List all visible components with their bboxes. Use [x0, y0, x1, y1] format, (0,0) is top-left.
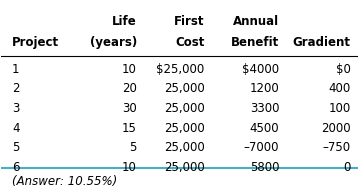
Text: 400: 400 — [328, 83, 350, 96]
Text: 2000: 2000 — [321, 122, 350, 135]
Text: $25,000: $25,000 — [156, 63, 204, 76]
Text: Project: Project — [12, 36, 59, 49]
Text: 3300: 3300 — [250, 102, 279, 115]
Text: 25,000: 25,000 — [164, 141, 204, 154]
Text: Annual: Annual — [233, 15, 279, 28]
Text: 100: 100 — [328, 102, 350, 115]
Text: –750: –750 — [322, 141, 350, 154]
Text: Life: Life — [112, 15, 137, 28]
Text: 15: 15 — [122, 122, 137, 135]
Text: 5800: 5800 — [250, 161, 279, 174]
Text: First: First — [174, 15, 204, 28]
Text: 25,000: 25,000 — [164, 102, 204, 115]
Text: $4000: $4000 — [242, 63, 279, 76]
Text: 25,000: 25,000 — [164, 161, 204, 174]
Text: 5: 5 — [129, 141, 137, 154]
Text: 4: 4 — [12, 122, 20, 135]
Text: 20: 20 — [122, 83, 137, 96]
Text: (Answer: 10.55%): (Answer: 10.55%) — [12, 175, 117, 188]
Text: 6: 6 — [12, 161, 20, 174]
Text: 3: 3 — [12, 102, 19, 115]
Text: 1200: 1200 — [250, 83, 279, 96]
Text: 5: 5 — [12, 141, 19, 154]
Text: 0: 0 — [343, 161, 350, 174]
Text: (years): (years) — [89, 36, 137, 49]
Text: 30: 30 — [122, 102, 137, 115]
Text: 1: 1 — [12, 63, 20, 76]
Text: 25,000: 25,000 — [164, 83, 204, 96]
Text: Cost: Cost — [175, 36, 204, 49]
Text: Gradient: Gradient — [293, 36, 350, 49]
Text: 10: 10 — [122, 63, 137, 76]
Text: –7000: –7000 — [244, 141, 279, 154]
Text: Benefit: Benefit — [231, 36, 279, 49]
Text: 2: 2 — [12, 83, 20, 96]
Text: 25,000: 25,000 — [164, 122, 204, 135]
Text: $0: $0 — [336, 63, 350, 76]
Text: 10: 10 — [122, 161, 137, 174]
Text: 4500: 4500 — [250, 122, 279, 135]
